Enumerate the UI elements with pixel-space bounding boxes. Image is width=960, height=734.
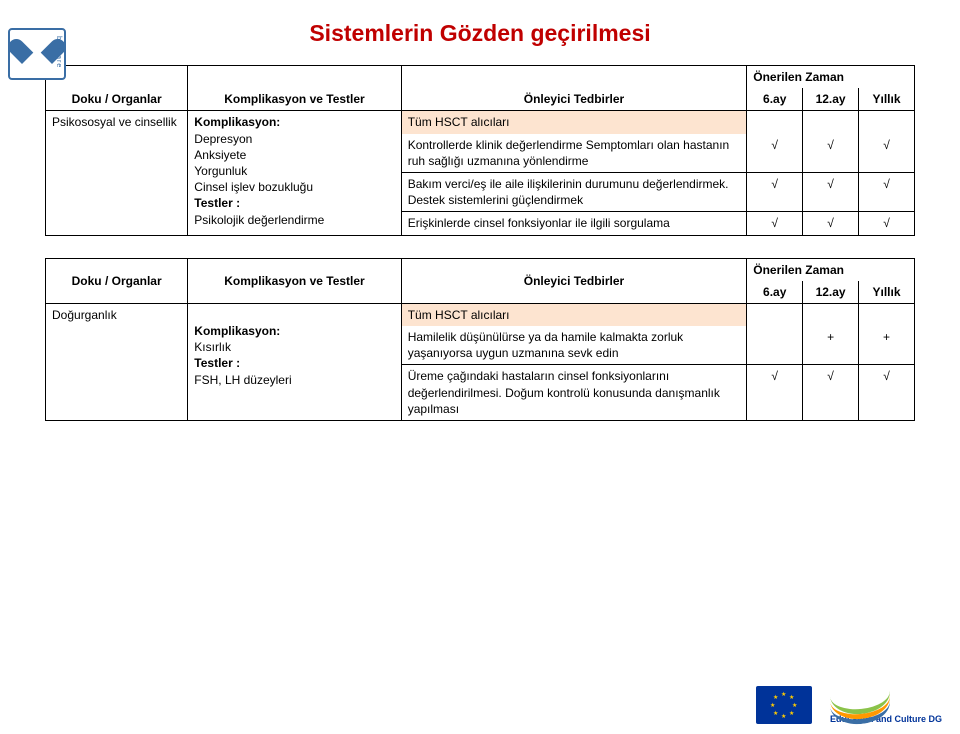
logo-text: bmtcare [55,36,62,68]
hdr-yillik: Yıllık [859,281,915,304]
check-cell: + [803,326,859,365]
empty [747,303,803,326]
comp-line: Depresyon [194,131,394,147]
tests-label: Testler : [194,355,394,371]
check-cell: √ [747,212,803,235]
heart-icon [22,40,52,68]
hdr-time: Önerilen Zaman [747,66,915,89]
comp-line: Psikolojik değerlendirme [194,212,394,228]
check-cell: √ [859,365,915,421]
hdr-organ: Doku / Organlar [46,66,188,111]
hsct-band-1: Tüm HSCT alıcıları [401,111,747,134]
hdr-prev: Önleyici Tedbirler [401,66,747,111]
eu-flag-icon: ★ ★ ★ ★ ★ ★ ★ ★ [756,686,812,724]
hsct-band-2: Tüm HSCT alıcıları [401,303,747,326]
hdr-yillik: Yıllık [859,88,915,111]
comp-blank [194,307,394,323]
empty [747,111,803,134]
tests-label: Testler : [194,195,394,211]
page-title: Sistemlerin Gözden geçirilmesi [0,20,960,47]
prev-cell: Hamilelik düşünülürse ya da hamile kalma… [401,326,747,365]
hdr-comp: Komplikasyon ve Testler [188,66,401,111]
check-cell: √ [859,134,915,173]
review-table-1: Doku / Organlar Komplikasyon ve Testler … [45,65,915,236]
comp-line: Yorgunluk [194,163,394,179]
comp-line: FSH, LH düzeyleri [194,372,394,388]
check-cell: √ [803,172,859,211]
comp-line: Anksiyete [194,147,394,163]
hdr-comp: Komplikasyon ve Testler [188,258,401,303]
prev-cell: Kontrollerde klinik değerlendirme Sempto… [401,134,747,173]
hdr-prev: Önleyici Tedbirler [401,258,747,303]
hdr-6ay: 6.ay [747,281,803,304]
hdr-organ: Doku / Organlar [46,258,188,303]
organ-cell-1: Psikososyal ve cinsellik [46,111,188,235]
comp-cell-1: Komplikasyon: Depresyon Anksiyete Yorgun… [188,111,401,235]
check-cell: + [859,326,915,365]
check-cell: √ [859,212,915,235]
hdr-6ay: 6.ay [747,88,803,111]
check-cell: √ [803,212,859,235]
comp-line: Cinsel işlev bozukluğu [194,179,394,195]
empty [859,303,915,326]
check-cell: √ [803,365,859,421]
footer-logos: ★ ★ ★ ★ ★ ★ ★ ★ Education and Culture DG [756,686,942,724]
check-cell: √ [747,134,803,173]
empty [859,111,915,134]
prev-cell: Erişkinlerde cinsel fonksiyonlar ile ilg… [401,212,747,235]
eu-stars: ★ ★ ★ ★ ★ ★ ★ ★ [770,691,798,719]
empty [803,303,859,326]
swoosh-icon [830,686,890,712]
comp-cell-2: Komplikasyon: Kısırlık Testler : FSH, LH… [188,303,401,420]
hdr-time: Önerilen Zaman [747,258,915,281]
review-table-2: Doku / Organlar Komplikasyon ve Testler … [45,258,915,422]
check-cell: √ [747,365,803,421]
organ-cell-2: Doğurganlık [46,303,188,420]
empty [803,111,859,134]
prev-cell: Üreme çağındaki hastaların cinsel fonksi… [401,365,747,421]
check-cell: √ [747,172,803,211]
education-culture-logo: Education and Culture DG [830,686,942,724]
hdr-12ay: 12.ay [803,281,859,304]
check-cell [747,326,803,365]
comp-label: Komplikasyon: [194,323,394,339]
hdr-12ay: 12.ay [803,88,859,111]
check-cell: √ [859,172,915,211]
comp-label: Komplikasyon: [194,114,394,130]
bmtcare-logo: bmtcare [8,28,66,80]
comp-line: Kısırlık [194,339,394,355]
check-cell: √ [803,134,859,173]
prev-cell: Bakım verci/eş ile aile ilişkilerinin du… [401,172,747,211]
